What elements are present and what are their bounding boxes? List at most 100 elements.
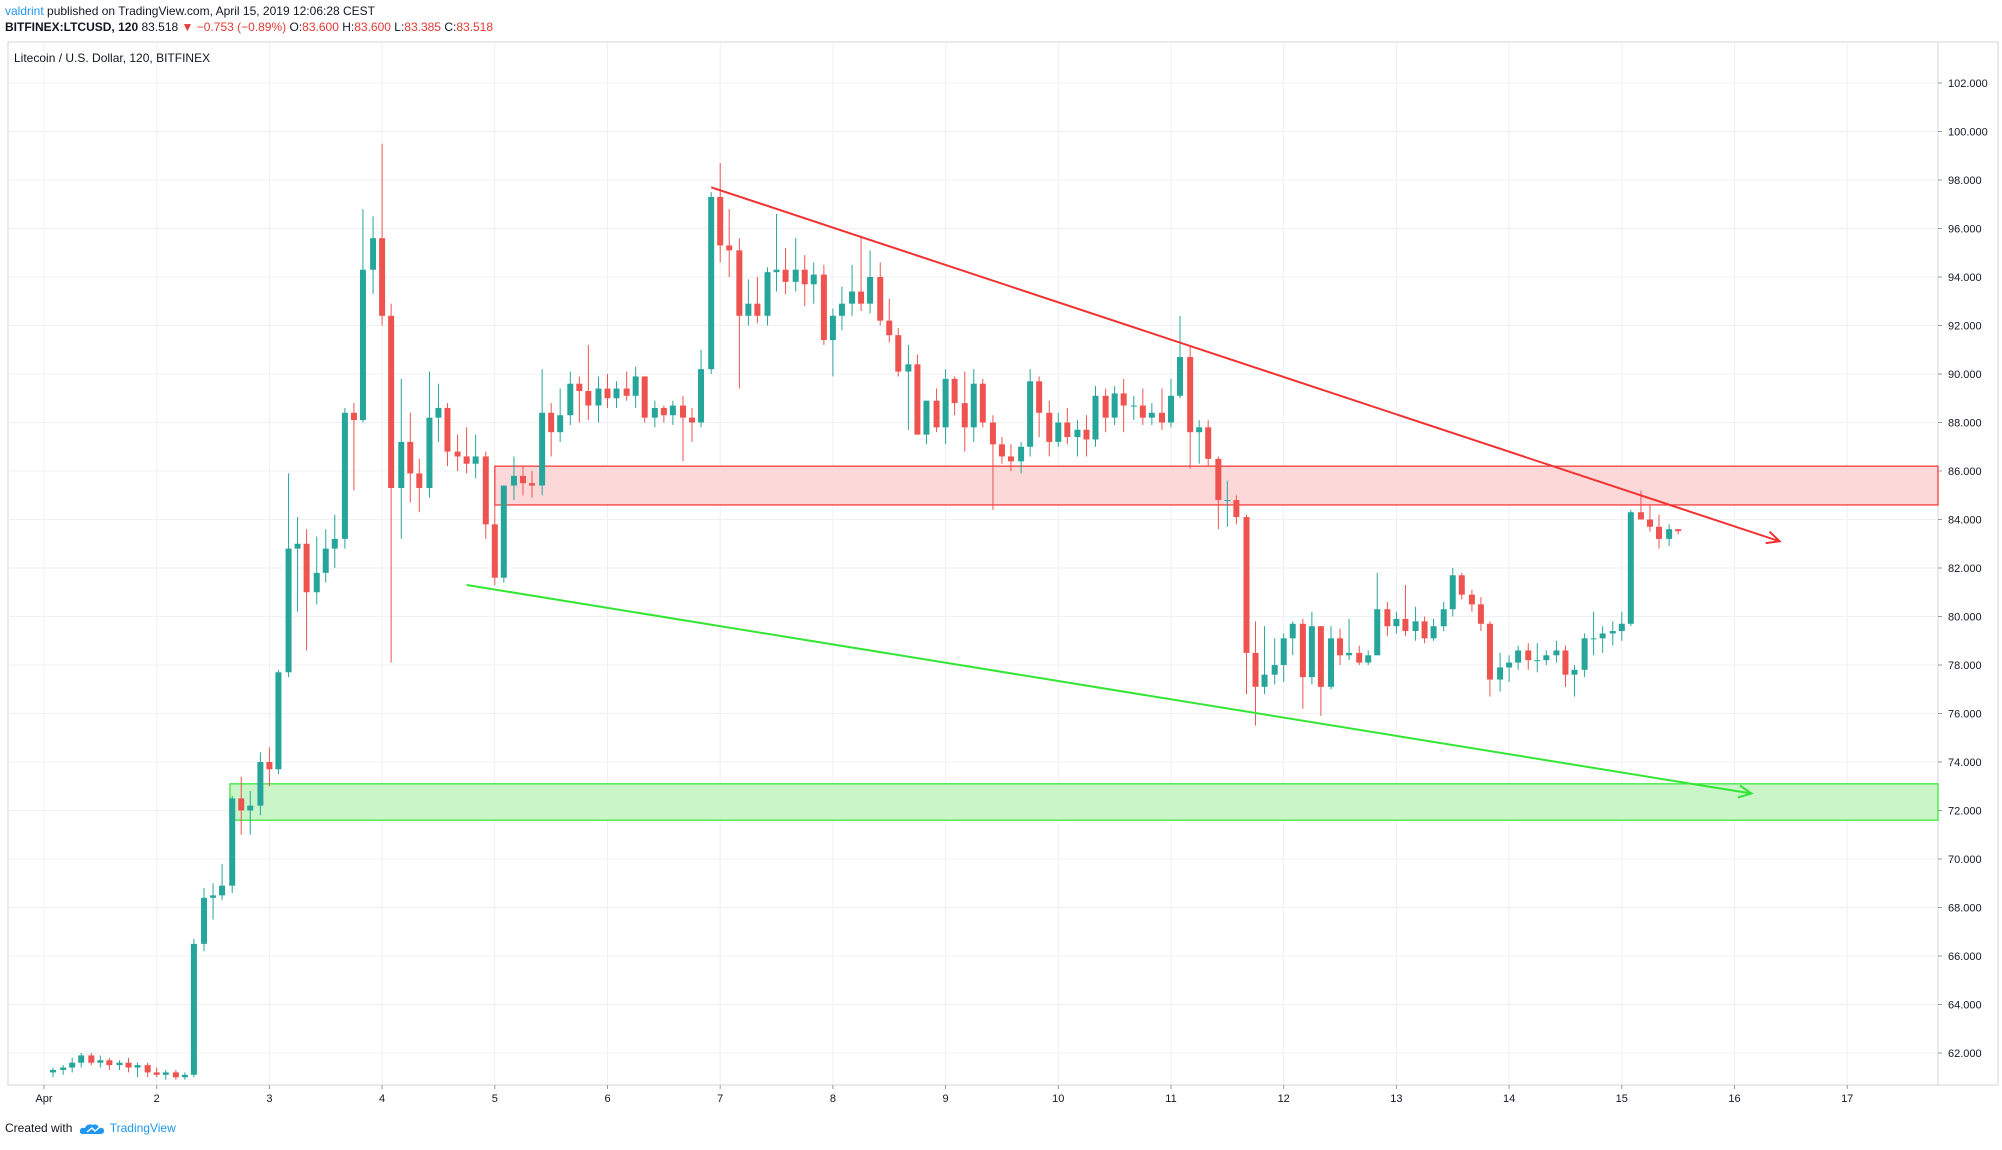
candle-down bbox=[1646, 519, 1653, 527]
y-tick-label: 72.000 bbox=[1948, 806, 1982, 818]
high-label: H: bbox=[342, 20, 355, 34]
y-tick-label: 78.000 bbox=[1948, 660, 1982, 672]
y-tick-label: 66.000 bbox=[1948, 951, 1982, 963]
candle-down bbox=[407, 441, 414, 474]
x-tick-label: 13 bbox=[1390, 1093, 1402, 1105]
candle-down bbox=[388, 315, 395, 488]
price-axis[interactable]: 62.000 64.000 66.000 68.000 70.000 72.000 74.0… bbox=[1938, 78, 1988, 1060]
candle-down bbox=[1637, 512, 1644, 520]
candle-up bbox=[567, 383, 574, 416]
candle-down bbox=[736, 250, 743, 316]
candle-down bbox=[989, 422, 996, 445]
candle-up bbox=[1666, 529, 1673, 539]
candle-up bbox=[50, 1069, 57, 1073]
candle-up bbox=[1618, 623, 1625, 632]
y-tick-label: 62.000 bbox=[1948, 1048, 1982, 1060]
candle-up bbox=[698, 369, 705, 423]
candle-down bbox=[491, 524, 498, 578]
candle-up bbox=[595, 388, 602, 406]
candle-up bbox=[285, 548, 292, 673]
candle-up bbox=[557, 415, 564, 433]
candle-down bbox=[933, 400, 940, 428]
resistance-trendline[interactable] bbox=[710, 186, 1780, 543]
candle-up bbox=[229, 798, 236, 886]
x-tick-label: 14 bbox=[1503, 1093, 1515, 1105]
footer: Created with TradingView bbox=[5, 1121, 176, 1135]
candle-up bbox=[1515, 650, 1522, 663]
x-tick-label: 10 bbox=[1052, 1093, 1064, 1105]
time-axis[interactable]: Apr 2 3 4 5 6 7 8 9 10 11 12 13 14 15 16 17 bbox=[35, 1085, 1853, 1105]
candle-up bbox=[313, 572, 320, 593]
candle-up bbox=[1074, 429, 1081, 438]
tradingview-link[interactable]: TradingView bbox=[109, 1121, 176, 1135]
candle-up bbox=[162, 1072, 169, 1075]
x-tick-label: 3 bbox=[266, 1093, 272, 1105]
candle-down bbox=[1102, 395, 1109, 418]
candle-down bbox=[886, 320, 893, 336]
candle-up bbox=[1092, 395, 1099, 440]
candle-down bbox=[895, 335, 902, 372]
symbol-label: BITFINEX:LTCUSD, 120 bbox=[5, 20, 139, 34]
x-tick-label: 12 bbox=[1278, 1093, 1290, 1105]
candle-up bbox=[134, 1065, 141, 1068]
down-arrow-icon: ▼ bbox=[181, 20, 194, 34]
support-zone[interactable] bbox=[229, 783, 1939, 821]
candle-up bbox=[1055, 422, 1062, 442]
candle-down bbox=[1655, 526, 1662, 539]
support-trendline[interactable] bbox=[466, 583, 1752, 795]
y-tick-label: 88.000 bbox=[1948, 418, 1982, 430]
y-tick-label: 68.000 bbox=[1948, 903, 1982, 915]
candle-down bbox=[1233, 500, 1240, 518]
candle-up bbox=[1018, 446, 1025, 462]
candle-up bbox=[1599, 633, 1606, 639]
candle-down bbox=[1083, 429, 1090, 440]
candle-up bbox=[942, 378, 949, 428]
candle-down bbox=[1402, 618, 1409, 632]
last-price: 83.518 bbox=[141, 20, 179, 34]
candle-up bbox=[1130, 405, 1137, 407]
candle-up bbox=[294, 543, 301, 549]
candle-up bbox=[510, 475, 517, 486]
publish-line: valdrint published on TradingView.com, A… bbox=[5, 3, 493, 19]
candle-down bbox=[528, 483, 535, 486]
candle-up bbox=[1553, 650, 1560, 656]
x-tick-label: 6 bbox=[604, 1093, 610, 1105]
candle-up bbox=[651, 407, 658, 418]
quote-line: BITFINEX:LTCUSD, 120 83.518 ▼ −0.753 (−0… bbox=[5, 19, 493, 35]
candle-down bbox=[519, 475, 526, 484]
candle-up bbox=[257, 762, 264, 806]
candle-up bbox=[60, 1067, 67, 1070]
candle-up bbox=[905, 364, 912, 372]
candle-up bbox=[669, 405, 676, 416]
candle-up bbox=[275, 672, 282, 770]
candle-up bbox=[370, 238, 377, 270]
x-tick-label: 7 bbox=[717, 1093, 723, 1105]
candle-down bbox=[726, 245, 733, 251]
candle-down bbox=[717, 196, 724, 246]
candle-up bbox=[1412, 621, 1419, 632]
candle-up bbox=[1328, 638, 1335, 687]
candle-up bbox=[829, 315, 836, 341]
candle-down bbox=[623, 388, 630, 396]
candle-down bbox=[1046, 412, 1053, 442]
y-tick-label: 94.000 bbox=[1948, 272, 1982, 284]
author-link[interactable]: valdrint bbox=[5, 4, 44, 18]
chart-title: Litecoin / U.S. Dollar, 120, BITFINEX bbox=[14, 51, 210, 65]
y-tick-label: 82.000 bbox=[1948, 563, 1982, 575]
candle-up bbox=[69, 1062, 76, 1068]
candle-up bbox=[331, 538, 338, 549]
candle-up bbox=[792, 269, 799, 282]
candle-down bbox=[979, 383, 986, 423]
y-tick-label: 70.000 bbox=[1948, 854, 1982, 866]
candle-up bbox=[1177, 357, 1184, 396]
candle-down bbox=[877, 277, 884, 321]
candle-down bbox=[680, 405, 687, 418]
candle-up bbox=[1196, 427, 1203, 433]
candle-up bbox=[181, 1074, 188, 1078]
candle-up bbox=[1148, 412, 1155, 418]
candle-up bbox=[1027, 381, 1034, 447]
candle-down bbox=[548, 412, 555, 433]
candle-down bbox=[1384, 609, 1391, 627]
